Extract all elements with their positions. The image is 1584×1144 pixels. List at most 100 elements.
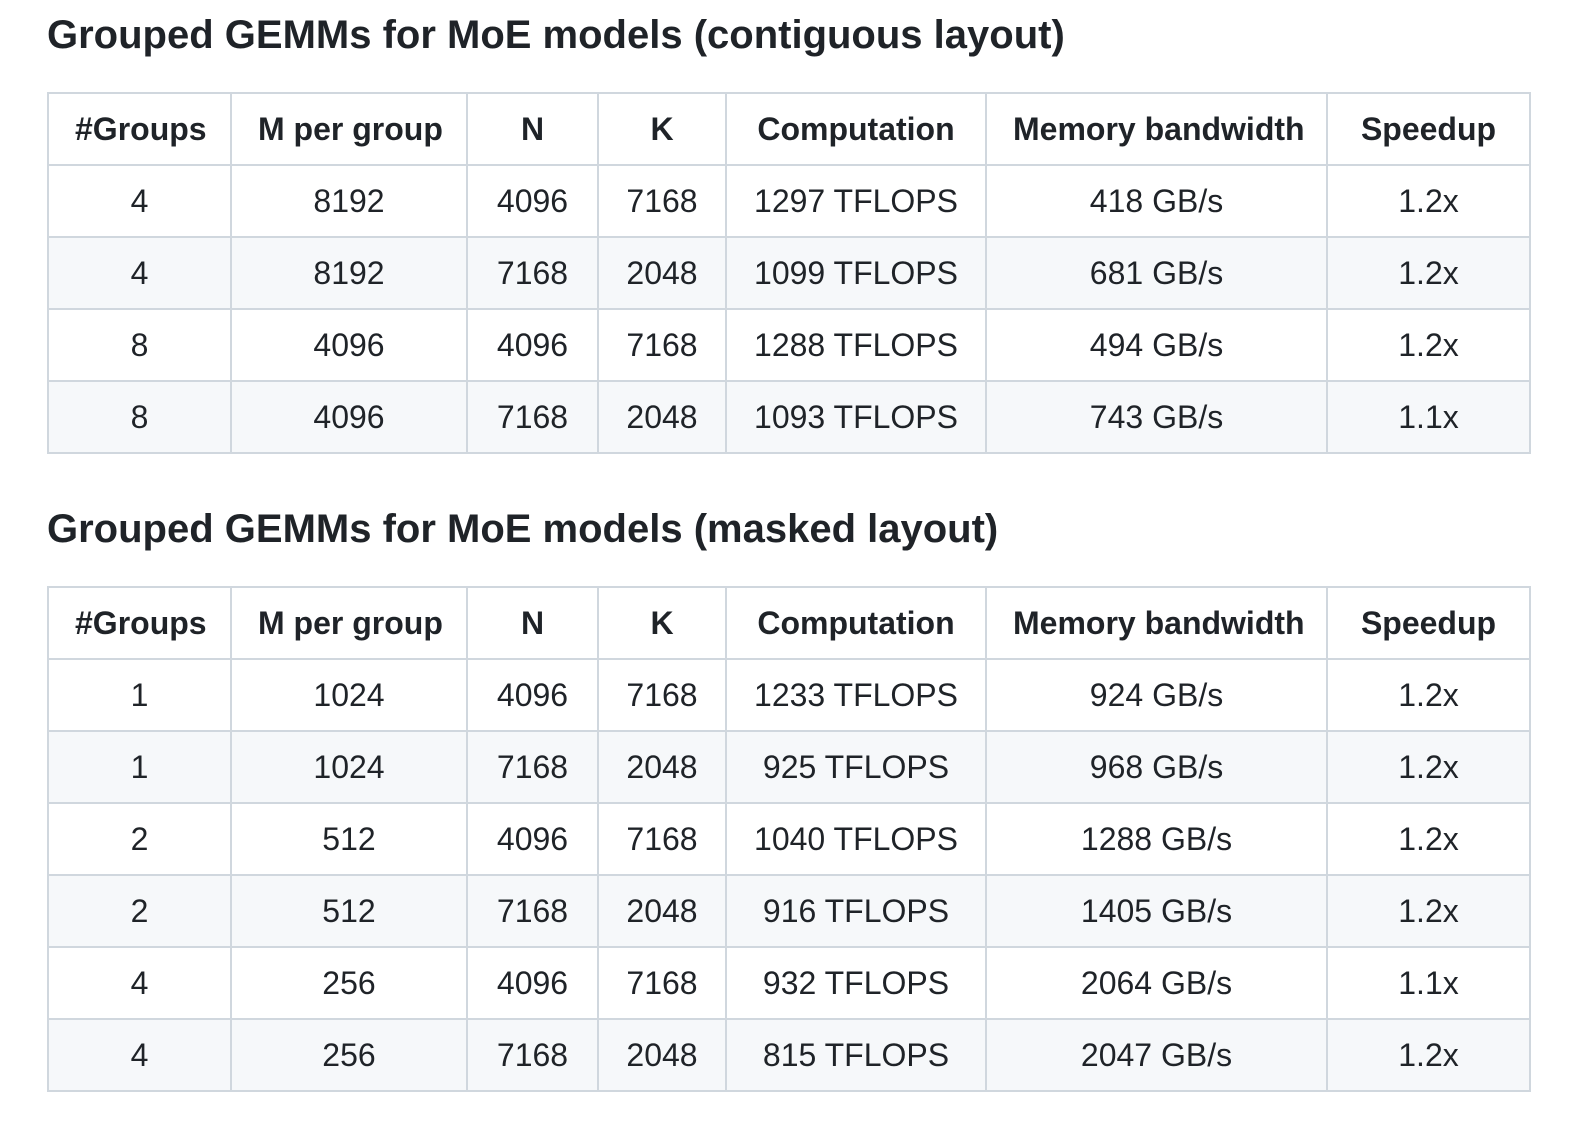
table-cell: 2048 xyxy=(597,1018,727,1092)
column-header: M per group xyxy=(230,586,468,660)
table-cell: 1.2x xyxy=(1326,308,1531,382)
table-row: 8 4096 4096 7168 1288 TFLOPS 494 GB/s 1.2x xyxy=(47,308,1531,382)
table-row: 4 8192 4096 7168 1297 TFLOPS 418 GB/s 1.2x xyxy=(47,164,1531,238)
column-header: M per group xyxy=(230,92,468,166)
table-cell: 1.2x xyxy=(1326,236,1531,310)
table-cell: 8192 xyxy=(230,164,468,238)
table-cell: 1.1x xyxy=(1326,380,1531,454)
table-cell: 4096 xyxy=(230,380,468,454)
table-cell: 1040 TFLOPS xyxy=(725,802,987,876)
column-header: Memory bandwidth xyxy=(985,586,1328,660)
table-cell: 7168 xyxy=(466,730,599,804)
table-cell: 1405 GB/s xyxy=(985,874,1328,948)
table-cell: 8192 xyxy=(230,236,468,310)
table-row: 8 4096 7168 2048 1093 TFLOPS 743 GB/s 1.1x xyxy=(47,380,1531,454)
table-cell: 1.2x xyxy=(1326,658,1531,732)
table-cell: 968 GB/s xyxy=(985,730,1328,804)
section-masked-layout: Grouped GEMMs for MoE models (masked lay… xyxy=(47,504,1531,1092)
table-cell: 1024 xyxy=(230,658,468,732)
table-cell: 1093 TFLOPS xyxy=(725,380,987,454)
table-cell: 1 xyxy=(47,658,232,732)
table-cell: 418 GB/s xyxy=(985,164,1328,238)
table-cell: 924 GB/s xyxy=(985,658,1328,732)
column-header: Speedup xyxy=(1326,92,1531,166)
table-cell: 1288 GB/s xyxy=(985,802,1328,876)
table-cell: 256 xyxy=(230,946,468,1020)
table-row: 4 256 7168 2048 815 TFLOPS 2047 GB/s 1.2x xyxy=(47,1018,1531,1092)
table-row: 4 8192 7168 2048 1099 TFLOPS 681 GB/s 1.2x xyxy=(47,236,1531,310)
table-cell: 1297 TFLOPS xyxy=(725,164,987,238)
table-cell: 512 xyxy=(230,802,468,876)
section-contiguous-layout: Grouped GEMMs for MoE models (contiguous… xyxy=(47,10,1531,454)
table-cell: 681 GB/s xyxy=(985,236,1328,310)
column-header: #Groups xyxy=(47,92,232,166)
table-cell: 1.1x xyxy=(1326,946,1531,1020)
table-row: 4 256 4096 7168 932 TFLOPS 2064 GB/s 1.1x xyxy=(47,946,1531,1020)
table-cell: 7168 xyxy=(466,236,599,310)
column-header: #Groups xyxy=(47,586,232,660)
column-header: Computation xyxy=(725,586,987,660)
column-header: Memory bandwidth xyxy=(985,92,1328,166)
table-cell: 4 xyxy=(47,946,232,1020)
table-row: 2 512 7168 2048 916 TFLOPS 1405 GB/s 1.2x xyxy=(47,874,1531,948)
column-header: N xyxy=(466,586,599,660)
table-cell: 815 TFLOPS xyxy=(725,1018,987,1092)
table-cell: 1099 TFLOPS xyxy=(725,236,987,310)
table-cell: 7168 xyxy=(466,380,599,454)
gemm-table-masked: #Groups M per group N K Computation Memory ba… xyxy=(47,586,1531,1092)
table-cell: 2048 xyxy=(597,874,727,948)
table-cell: 7168 xyxy=(597,164,727,238)
table-cell: 4 xyxy=(47,236,232,310)
table-cell: 4 xyxy=(47,164,232,238)
table-cell: 7168 xyxy=(597,308,727,382)
table-cell: 2 xyxy=(47,874,232,948)
table-header-row: #Groups M per group N K Computation Memory ba… xyxy=(47,586,1531,660)
table-cell: 4096 xyxy=(466,802,599,876)
table-cell: 2 xyxy=(47,802,232,876)
table-cell: 2047 GB/s xyxy=(985,1018,1328,1092)
table-cell: 925 TFLOPS xyxy=(725,730,987,804)
table-cell: 7168 xyxy=(466,1018,599,1092)
table-cell: 4096 xyxy=(466,658,599,732)
table-header-row: #Groups M per group N K Computation Memory ba… xyxy=(47,92,1531,166)
table-cell: 4096 xyxy=(466,308,599,382)
readme-content: Grouped GEMMs for MoE models (contiguous… xyxy=(47,10,1531,1092)
table-cell: 2048 xyxy=(597,236,727,310)
gemm-table-contiguous: #Groups M per group N K Computation Memory ba… xyxy=(47,92,1531,454)
column-header: Speedup xyxy=(1326,586,1531,660)
table-cell: 1.2x xyxy=(1326,164,1531,238)
table-cell: 1.2x xyxy=(1326,1018,1531,1092)
table-cell: 512 xyxy=(230,874,468,948)
table-cell: 2048 xyxy=(597,730,727,804)
column-header: K xyxy=(597,92,727,166)
table-cell: 1 xyxy=(47,730,232,804)
table-cell: 7168 xyxy=(597,946,727,1020)
table-cell: 916 TFLOPS xyxy=(725,874,987,948)
table-cell: 4 xyxy=(47,1018,232,1092)
table-cell: 743 GB/s xyxy=(985,380,1328,454)
column-header: K xyxy=(597,586,727,660)
table-cell: 8 xyxy=(47,380,232,454)
column-header: Computation xyxy=(725,92,987,166)
table-cell: 494 GB/s xyxy=(985,308,1328,382)
table-row: 1 1024 7168 2048 925 TFLOPS 968 GB/s 1.2x xyxy=(47,730,1531,804)
table-cell: 2048 xyxy=(597,380,727,454)
table-cell: 7168 xyxy=(597,658,727,732)
table-cell: 1.2x xyxy=(1326,802,1531,876)
table-cell: 8 xyxy=(47,308,232,382)
column-header: N xyxy=(466,92,599,166)
table-cell: 932 TFLOPS xyxy=(725,946,987,1020)
section-title-masked: Grouped GEMMs for MoE models (masked lay… xyxy=(47,507,999,551)
table-cell: 1.2x xyxy=(1326,874,1531,948)
table-cell: 7168 xyxy=(597,802,727,876)
table-cell: 1.2x xyxy=(1326,730,1531,804)
table-cell: 7168 xyxy=(466,874,599,948)
table-cell: 1288 TFLOPS xyxy=(725,308,987,382)
table-cell: 2064 GB/s xyxy=(985,946,1328,1020)
table-cell: 4096 xyxy=(466,946,599,1020)
table-row: 2 512 4096 7168 1040 TFLOPS 1288 GB/s 1.2x xyxy=(47,802,1531,876)
table-cell: 4096 xyxy=(230,308,468,382)
table-cell: 1233 TFLOPS xyxy=(725,658,987,732)
table-row: 1 1024 4096 7168 1233 TFLOPS 924 GB/s 1.2x xyxy=(47,658,1531,732)
section-title-contiguous: Grouped GEMMs for MoE models (contiguous… xyxy=(47,13,1065,57)
